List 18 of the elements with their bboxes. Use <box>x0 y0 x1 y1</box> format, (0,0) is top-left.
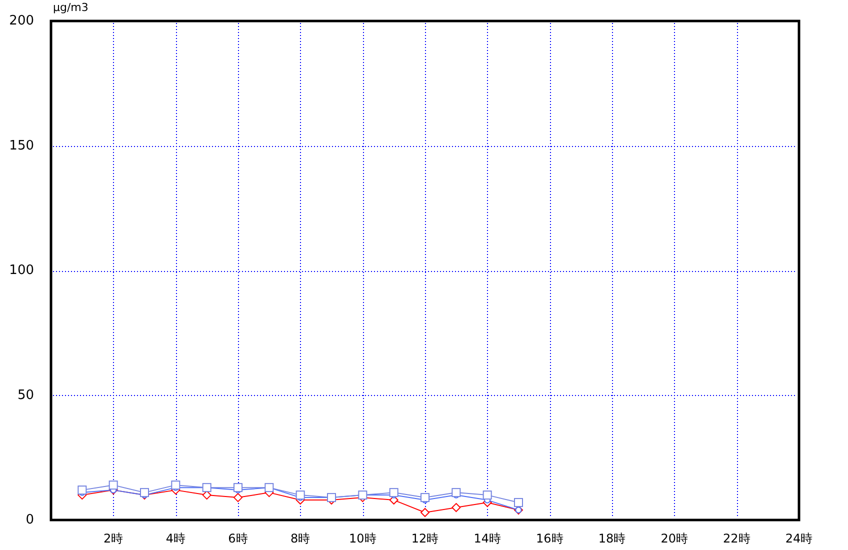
x-tick: 18時 <box>598 531 626 546</box>
y-tick: 100 <box>9 263 34 278</box>
x-tick: 10時 <box>349 531 376 546</box>
y-tick: 150 <box>9 138 34 154</box>
x-tick: 20時 <box>660 531 688 546</box>
x-tick: 14時 <box>474 531 501 546</box>
x-tick: 24時 <box>785 531 813 546</box>
x-tick: 22時 <box>723 531 750 546</box>
x-tick: 12時 <box>411 531 439 546</box>
x-tick: 2時 <box>104 531 124 546</box>
y-label: μg/m3 <box>53 1 88 14</box>
x-tick: 16時 <box>536 531 564 546</box>
y-tick: 50 <box>17 388 34 403</box>
x-tick: 6時 <box>228 531 248 546</box>
y-tick: 0 <box>26 512 34 528</box>
x-tick: 8時 <box>290 531 310 546</box>
y-tick: 200 <box>9 14 34 29</box>
x-tick: 4時 <box>166 531 186 546</box>
